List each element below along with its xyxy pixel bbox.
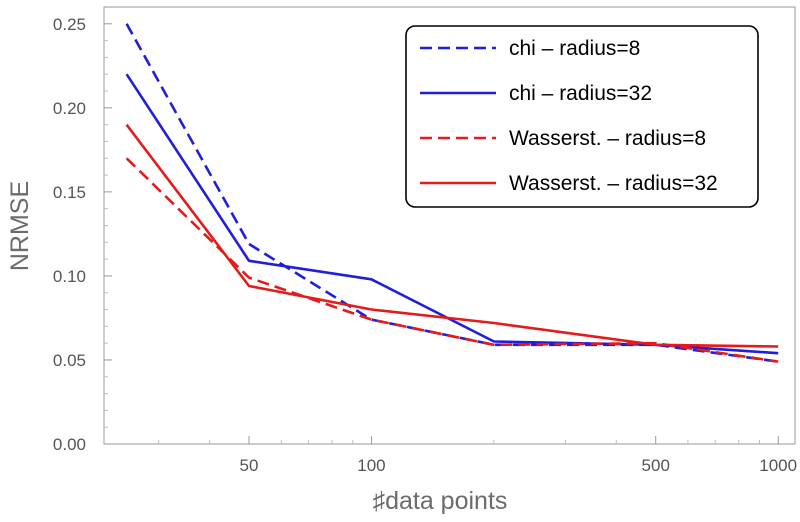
x-tick-label: 50 xyxy=(240,456,259,475)
y-tick-label: 0.05 xyxy=(53,351,86,370)
x-tick-label: 1000 xyxy=(759,456,797,475)
y-tick-label: 0.10 xyxy=(53,267,86,286)
legend: chi – radius=8 chi – radius=32 Wasserst. –… xyxy=(405,25,759,208)
series-line-3 xyxy=(125,157,779,363)
legend-label: chi – radius=8 xyxy=(509,37,640,60)
series-lines xyxy=(125,23,779,363)
series-line-4 xyxy=(125,123,779,348)
y-axis-title: NRMSE xyxy=(6,181,34,271)
legend-label: Wasserst. – radius=8 xyxy=(509,127,706,150)
y-tick-label: 0.00 xyxy=(53,435,86,454)
y-tick-label: 0.15 xyxy=(53,183,86,202)
x-tick-label: 500 xyxy=(642,456,670,475)
legend-box xyxy=(405,25,759,208)
y-tick-label: 0.25 xyxy=(53,15,86,34)
legend-label: Wasserst. – radius=32 xyxy=(509,172,718,195)
y-tick-label: 0.20 xyxy=(53,99,86,118)
x-tick-label: 100 xyxy=(357,456,385,475)
axis-ticks: 0.00 0.05 0.10 0.15 0.20 0.25 50 100 500 1000 xyxy=(53,15,797,475)
x-axis-title: ♯data points xyxy=(373,487,508,515)
legend-label: chi – radius=32 xyxy=(509,82,652,105)
